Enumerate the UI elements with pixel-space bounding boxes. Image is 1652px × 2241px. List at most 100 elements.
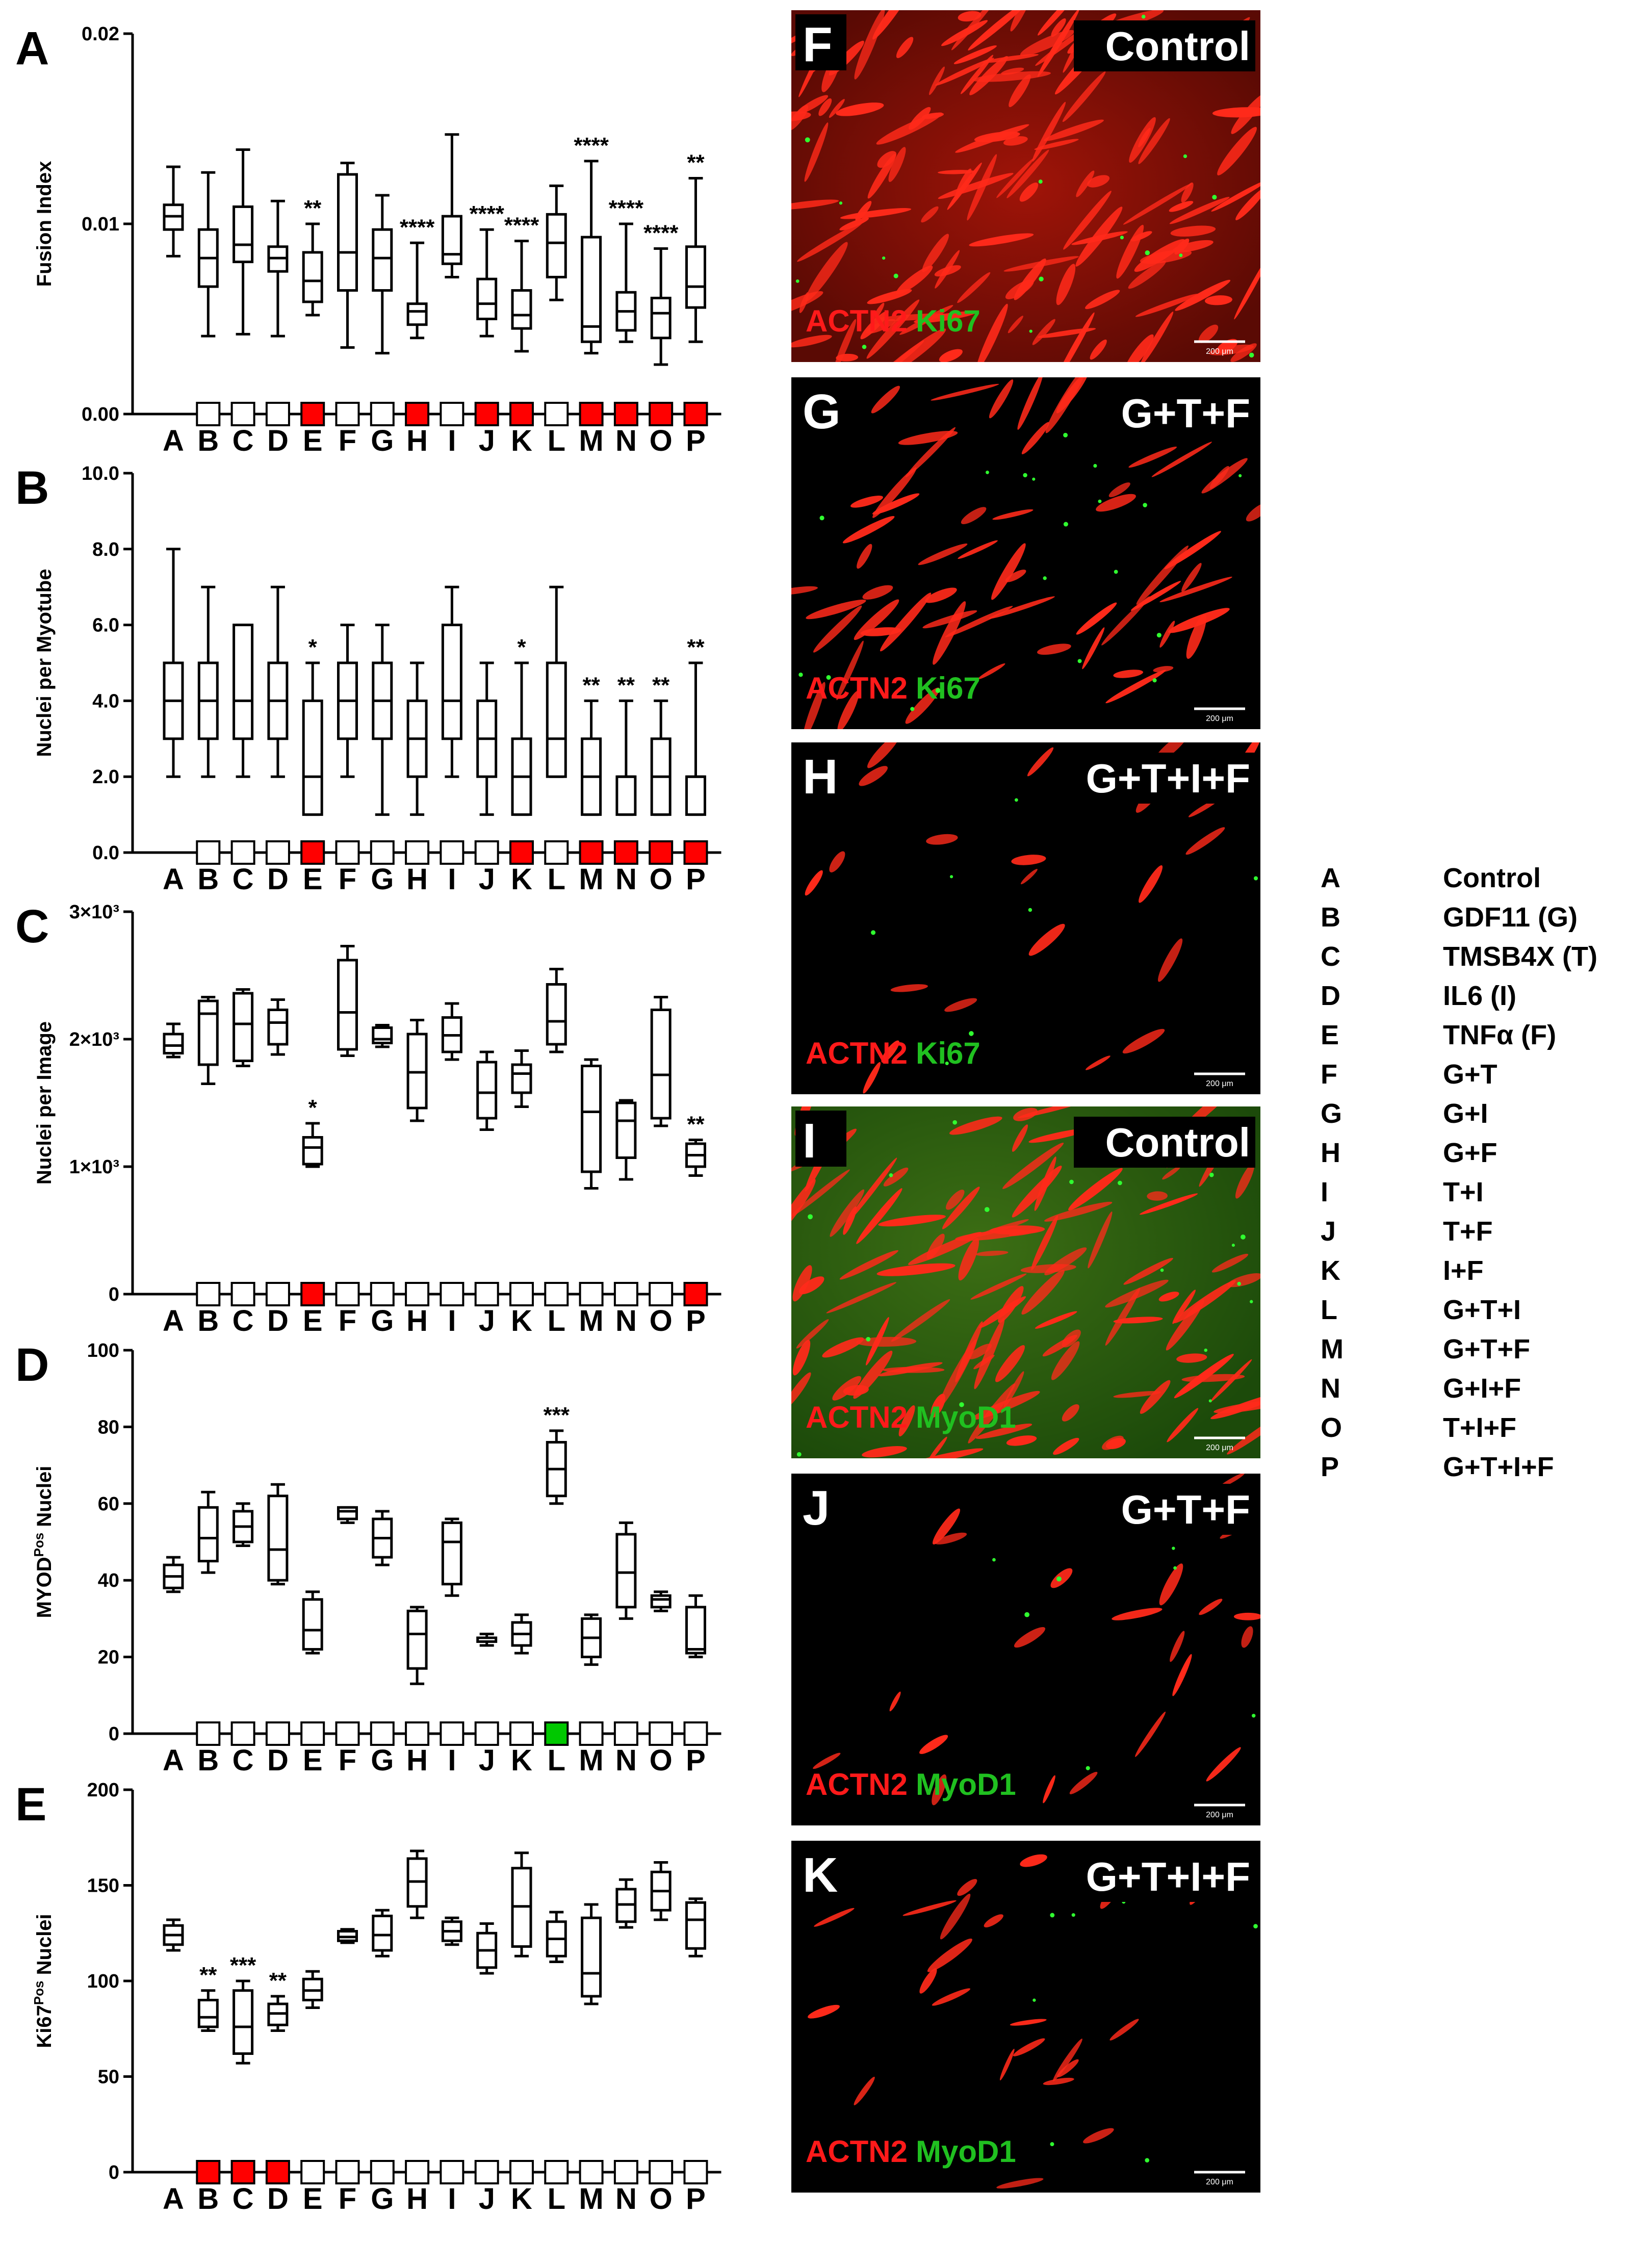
legend-row-f: F G+T: [1321, 1059, 1498, 1090]
iqr-box: [302, 1598, 323, 1651]
myotube: [1209, 466, 1229, 489]
treatment-marker: [370, 840, 395, 865]
box-a: A: [163, 1022, 184, 1337]
myotube: [933, 601, 966, 665]
treatment-marker: [370, 1282, 395, 1306]
box-k: K: [509, 1613, 534, 1777]
x-tick-label: M: [579, 1304, 603, 1337]
legend-row-h: H G+F: [1321, 1138, 1498, 1168]
ki67-dot: [1152, 678, 1157, 683]
box-g: G: [370, 194, 395, 457]
treatment-marker: [509, 1282, 534, 1306]
myotube: [876, 313, 952, 321]
ki67-dot: [798, 673, 803, 677]
legend-key: M: [1321, 1334, 1344, 1364]
micrograph-g: G G+T+F ACTN2 Ki67 200 μm: [791, 377, 1260, 729]
legend-key: J: [1321, 1216, 1336, 1247]
myotube: [989, 379, 1014, 419]
y-tick-label: 2×10³: [69, 1029, 119, 1050]
myotube: [1116, 224, 1144, 279]
myotube: [1204, 295, 1232, 305]
legend-row-i: I T+I: [1321, 1177, 1484, 1207]
iqr-box: [233, 624, 254, 740]
myotube: [814, 1908, 855, 1927]
ki67-dot: [1071, 1913, 1075, 1917]
box-f: F: [335, 1506, 360, 1777]
box-k: *K: [509, 635, 534, 896]
micrograph-title: G+T+I+F: [1086, 1854, 1250, 1899]
x-tick-label: N: [615, 1744, 637, 1777]
myotube: [1038, 328, 1096, 338]
ki67-dot: [882, 256, 886, 260]
treatment-marker: [335, 2160, 360, 2184]
box-g: G: [370, 1510, 395, 1777]
myotube: [837, 690, 859, 729]
legend-key: B: [1321, 902, 1340, 933]
myotube: [889, 1691, 901, 1712]
myotube: [1087, 175, 1110, 188]
myotube: [1012, 1124, 1028, 1152]
myotube: [803, 682, 825, 729]
treatment-marker: [544, 1282, 569, 1306]
treatment-marker: [405, 2160, 430, 2184]
myotube: [1076, 170, 1095, 197]
x-tick-label: P: [686, 2182, 706, 2216]
micrograph-title: G+T+I+F: [1086, 756, 1250, 801]
treatment-marker: [265, 402, 290, 426]
myotube: [867, 153, 896, 199]
treatment-marker: [474, 840, 499, 865]
treatment-marker: [509, 2160, 534, 2184]
box-c: C: [230, 1502, 255, 1777]
ki67-dot: [808, 1214, 813, 1220]
myotube: [1211, 1253, 1249, 1273]
myotube: [919, 1968, 937, 1994]
legend-key: N: [1321, 1373, 1340, 1404]
treatment-marker: [509, 402, 534, 426]
iqr-box: [406, 1609, 428, 1670]
myotube: [839, 217, 869, 230]
myotube: [1109, 2019, 1139, 2041]
ki67-dot: [1069, 1179, 1074, 1184]
box-l: L: [544, 968, 569, 1337]
ki67-dot: [1063, 432, 1068, 437]
myotube: [1017, 377, 1043, 430]
treatment-marker: [683, 1721, 708, 1746]
myotube: [1009, 74, 1031, 108]
letter-backing: [795, 746, 846, 803]
myotube: [1167, 1408, 1199, 1443]
legend-label: G+I: [1443, 1098, 1488, 1129]
iqr-box: [511, 1063, 532, 1094]
treatment-marker: [544, 2160, 569, 2184]
y-tick-label: 0.01: [82, 214, 119, 235]
myotube: [989, 596, 1055, 619]
treatment-marker: [370, 402, 395, 426]
legend-row-j: J T+F: [1321, 1216, 1493, 1247]
myotube-cells: [791, 377, 1260, 729]
treatment-marker: [683, 1282, 708, 1306]
x-tick-label: K: [511, 1304, 532, 1337]
y-tick-label: 0: [109, 1723, 119, 1745]
myotube: [1124, 334, 1154, 362]
myotube: [953, 45, 997, 64]
myotube: [854, 599, 899, 640]
myotube: [1235, 187, 1260, 220]
myotube: [1010, 2019, 1047, 2026]
ki67-dot: [1086, 1766, 1090, 1770]
box-m: ** M: [579, 673, 603, 896]
y-tick-label: 10.0: [82, 463, 119, 484]
myotube: [1008, 316, 1023, 333]
myotube: [922, 610, 977, 629]
myotube: [877, 151, 897, 168]
treatment-marker: [230, 2160, 255, 2184]
myotube: [1159, 621, 1175, 648]
myotube: [1129, 117, 1156, 163]
myotube: [1085, 1055, 1111, 1070]
myotube: [896, 266, 933, 295]
x-tick-label: K: [511, 1744, 532, 1777]
treatment-marker: [579, 1721, 604, 1746]
box-l: L: [544, 1911, 569, 2216]
y-axis-label: MYODPos Nuclei: [31, 1466, 56, 1618]
myotube: [968, 10, 1029, 50]
myotube: [1172, 240, 1214, 253]
box-b: B: [196, 171, 221, 457]
